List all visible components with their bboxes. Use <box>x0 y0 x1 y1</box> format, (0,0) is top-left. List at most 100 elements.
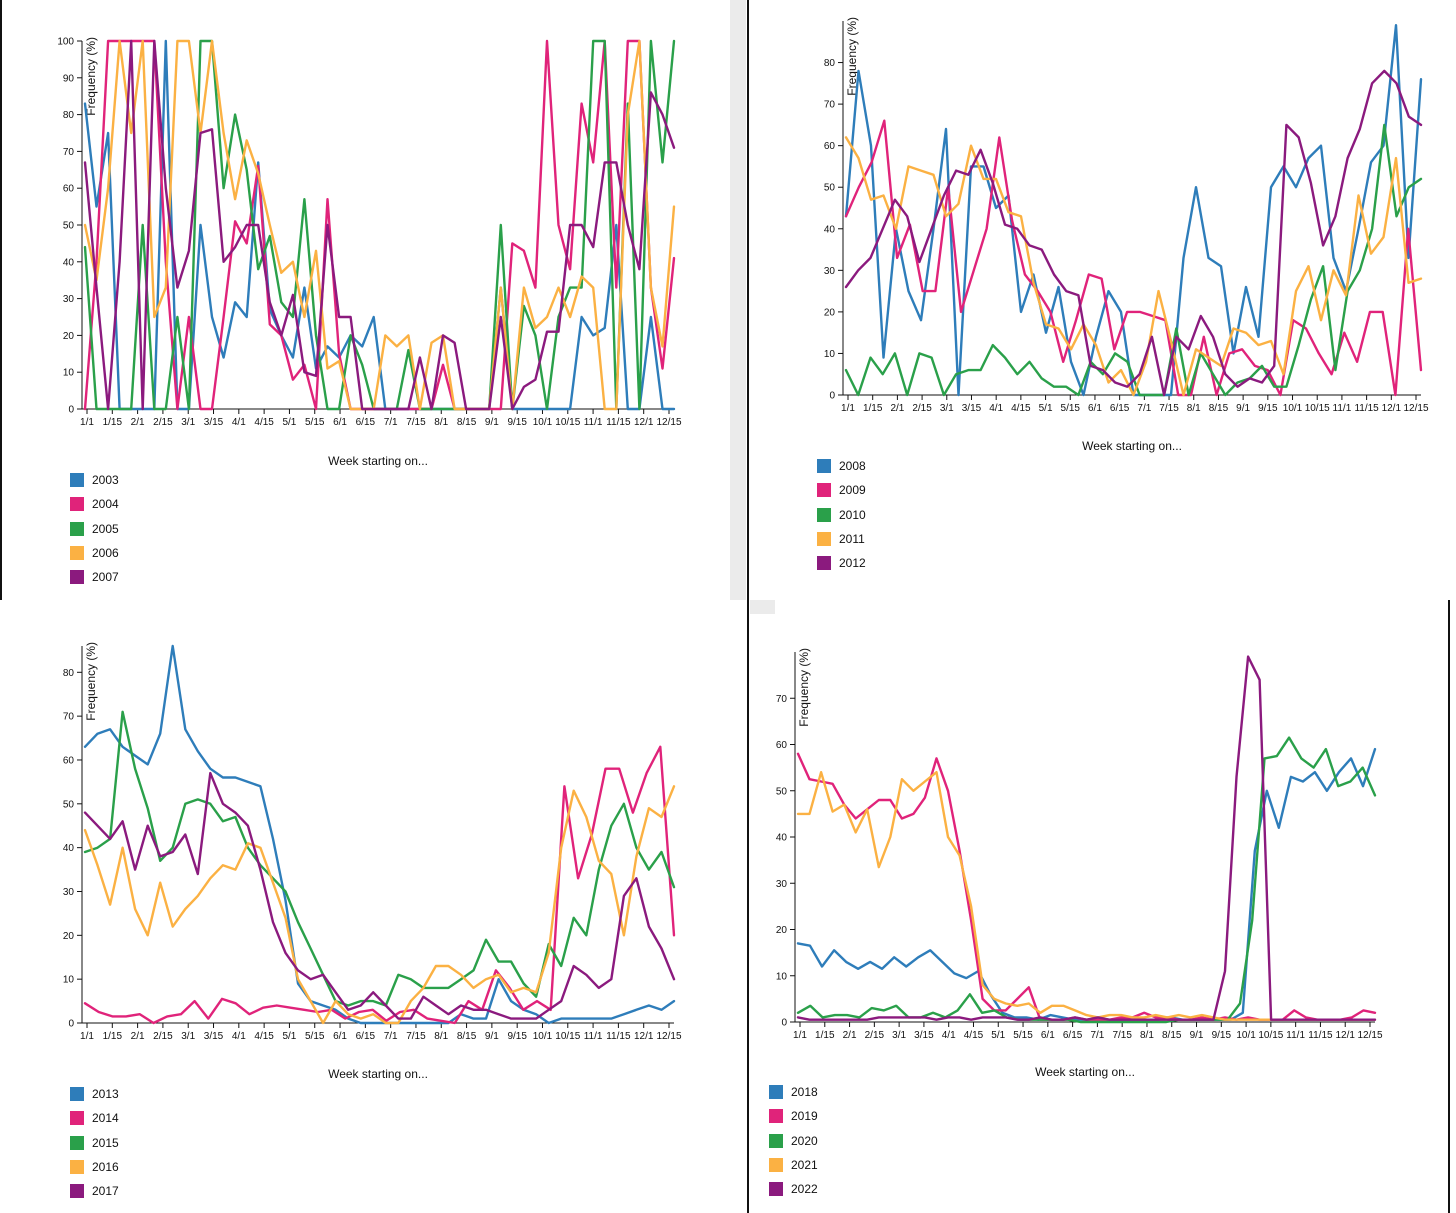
y-tick-label: 90 <box>63 73 75 84</box>
x-tick-label: 7/1 <box>1090 1030 1104 1041</box>
x-tick-label: 6/1 <box>333 417 347 428</box>
series-line-2015 <box>83 710 676 1007</box>
series-line-2021 <box>796 770 1377 1021</box>
x-tick-label: 2/1 <box>890 403 904 414</box>
x-tick-label: 3/15 <box>914 1030 934 1041</box>
legend-label: 2017 <box>92 1184 119 1199</box>
x-tick-label: 7/15 <box>406 417 426 428</box>
y-tick-label: 50 <box>63 221 75 232</box>
x-tick-label: 4/15 <box>1011 403 1031 414</box>
x-tick-label: 5/15 <box>305 417 325 428</box>
x-tick-label: 8/15 <box>457 1031 477 1042</box>
series-line-2017 <box>83 771 676 1020</box>
x-tick-label: 3/1 <box>181 1031 195 1042</box>
legend-label: 2011 <box>839 532 865 547</box>
x-tick-label: 6/15 <box>356 1031 376 1042</box>
legend-label: 2007 <box>92 570 119 585</box>
x-axis-title: Week starting on... <box>1035 1065 1135 1079</box>
y-tick-label: 80 <box>63 110 75 121</box>
legend-item: 2012 <box>817 551 866 575</box>
y-tick-label: 60 <box>63 184 75 195</box>
x-tick-label: 8/15 <box>457 417 477 428</box>
legend-swatch <box>769 1182 783 1197</box>
x-tick-label: 9/15 <box>1258 403 1278 414</box>
x-tick-label: 7/15 <box>1112 1030 1132 1041</box>
y-tick-label: 40 <box>63 843 75 854</box>
legend-swatch <box>817 532 831 547</box>
x-tick-label: 12/15 <box>656 1031 681 1042</box>
x-tick-label: 10/15 <box>1305 403 1330 414</box>
x-tick-label: 1/1 <box>80 1031 94 1042</box>
x-tick-label: 10/1 <box>1236 1030 1256 1041</box>
legend-swatch <box>769 1158 783 1173</box>
x-tick-label: 11/1 <box>1286 1030 1305 1041</box>
y-tick-label: 30 <box>63 887 75 898</box>
legend-item: 2005 <box>70 517 119 541</box>
legend-label: 2021 <box>791 1158 818 1173</box>
x-tick-label: 9/1 <box>485 417 499 428</box>
x-tick-label: 4/1 <box>232 417 246 428</box>
legend-item: 2016 <box>70 1155 119 1179</box>
legend-label: 2013 <box>92 1087 119 1102</box>
chart-panel-2018-2022: 0 10 20 30 40 50 60 70 Frequency (%) 1/1 1/15 2/1 2/… <box>749 614 1448 1213</box>
y-tick-label: 0 <box>68 1019 74 1030</box>
x-tick-label: 6/1 <box>1088 403 1102 414</box>
x-tick-label: 11/1 <box>584 1031 603 1042</box>
series-line-2007 <box>83 39 676 411</box>
y-tick-label: 10 <box>776 971 788 982</box>
x-tick-label: 1/15 <box>103 1031 123 1042</box>
y-tick-label: 30 <box>63 294 75 305</box>
x-tick-label: 8/15 <box>1162 1030 1182 1041</box>
x-tick-label: 8/1 <box>434 1031 448 1042</box>
legend-swatch <box>70 1111 84 1126</box>
legend-swatch <box>70 1160 84 1175</box>
series-line-2020 <box>796 736 1377 1024</box>
x-tick-label: 4/1 <box>232 1031 246 1042</box>
x-tick-label: 4/15 <box>254 417 274 428</box>
x-tick-label: 5/1 <box>1039 403 1053 414</box>
divider-gray-mid <box>750 600 775 614</box>
y-tick-label: 0 <box>829 391 835 402</box>
y-tick-label: 40 <box>63 257 75 268</box>
legend-item: 2020 <box>769 1129 818 1153</box>
chart-panel-2003-2007: 0 10 20 30 40 50 60 70 80 90 100 Frequency (%) 1/1 1/… <box>2 0 730 600</box>
legend-label: 2009 <box>839 483 866 498</box>
y-tick-label: 40 <box>776 833 788 844</box>
right-border <box>1448 600 1450 1213</box>
x-tick-label: 5/15 <box>305 1031 325 1042</box>
x-tick-label: 1/1 <box>841 403 855 414</box>
x-tick-label: 1/15 <box>815 1030 835 1041</box>
y-tick-label: 50 <box>776 786 788 797</box>
legend-item: 2022 <box>769 1177 818 1201</box>
y-tick-label: 70 <box>63 712 75 723</box>
legend-swatch <box>817 483 831 498</box>
legend-item: 2006 <box>70 541 119 565</box>
y-tick-label: 0 <box>68 405 74 416</box>
legend-swatch <box>70 546 84 561</box>
series-line-2012 <box>844 69 1423 397</box>
legend-swatch <box>70 1135 84 1150</box>
y-tick-label: 80 <box>824 58 836 69</box>
y-tick-label: 80 <box>63 668 75 679</box>
legend-label: 2015 <box>92 1135 119 1150</box>
x-tick-label: 8/15 <box>1209 403 1229 414</box>
x-tick-label: 10/15 <box>555 417 580 428</box>
series-line-2003 <box>83 39 676 411</box>
legend-swatch <box>769 1085 783 1100</box>
legend-swatch <box>769 1133 783 1148</box>
divider-line-bottom <box>747 600 749 1213</box>
x-tick-label: 1/15 <box>863 403 883 414</box>
legend-label: 2008 <box>839 459 866 474</box>
y-axis-title: Frequency (%) <box>845 17 859 96</box>
legend-label: 2019 <box>791 1109 818 1124</box>
series-line-2018 <box>796 747 1377 1021</box>
series-line-2022 <box>796 655 1377 1021</box>
x-tick-label: 12/15 <box>1357 1030 1382 1041</box>
x-tick-label: 2/1 <box>131 417 145 428</box>
x-tick-label: 2/15 <box>912 403 932 414</box>
left-border <box>0 0 2 600</box>
y-tick-label: 50 <box>824 183 836 194</box>
y-tick-label: 20 <box>63 331 75 342</box>
y-tick-label: 70 <box>776 694 788 705</box>
x-tick-label: 4/1 <box>989 403 1003 414</box>
